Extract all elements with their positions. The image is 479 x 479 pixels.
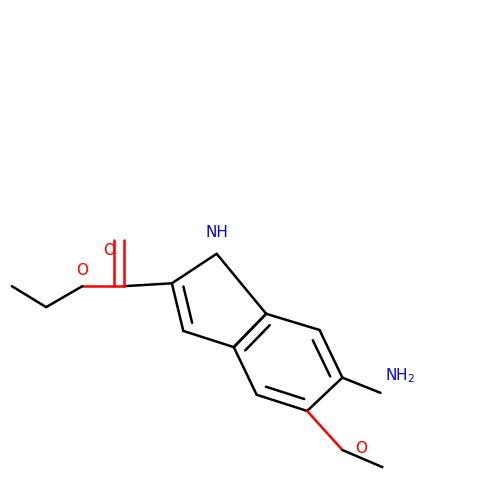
Text: O: O [76,262,88,278]
Text: NH: NH [205,226,228,240]
Text: NH$_2$: NH$_2$ [385,366,415,385]
Text: O: O [355,441,367,456]
Text: O: O [103,243,115,258]
